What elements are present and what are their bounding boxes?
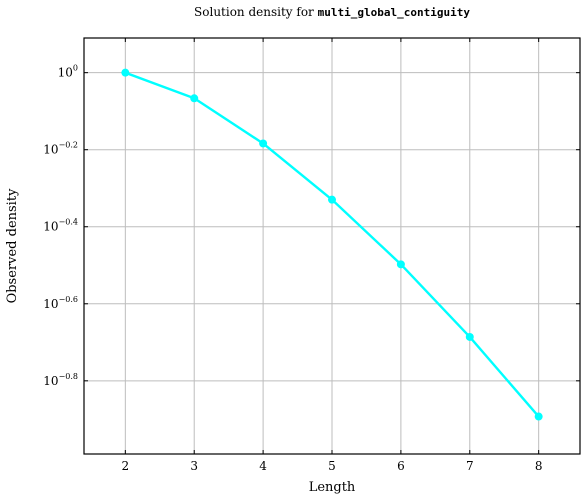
y-tick-exponent: −0.2: [59, 141, 78, 150]
y-tick-base: 10: [43, 374, 58, 388]
y-tick-exponent: 0: [73, 64, 78, 73]
y-tick-label: 10−0.8: [43, 372, 78, 388]
chart-title: Solution density for multi_global_contig…: [194, 5, 470, 19]
y-tick-label: 10−0.2: [43, 141, 78, 157]
x-tick-label: 2: [122, 459, 130, 473]
y-tick-base: 10: [58, 66, 73, 80]
y-tick-base: 10: [43, 143, 58, 157]
x-axis-label: Length: [309, 480, 356, 495]
data-point: [534, 412, 543, 421]
data-point: [190, 94, 199, 103]
x-tick-label: 3: [190, 459, 198, 473]
y-tick-exponent: −0.6: [59, 295, 78, 304]
x-tick-label: 4: [259, 459, 267, 473]
data-point: [396, 260, 405, 269]
chart-title-prefix: Solution density for: [194, 5, 318, 19]
x-tick-label: 7: [466, 459, 474, 473]
y-tick-exponent: −0.4: [59, 218, 78, 227]
y-tick-label: 100: [58, 64, 78, 80]
data-point: [259, 139, 268, 148]
data-point: [121, 68, 130, 77]
x-tick-label: 5: [328, 459, 336, 473]
chart-title-code: multi_global_contiguity: [318, 6, 471, 19]
data-point: [465, 332, 474, 341]
y-tick-base: 10: [43, 220, 58, 234]
x-tick-label: 8: [535, 459, 543, 473]
grid-lines: [84, 38, 580, 454]
series-group: [121, 68, 543, 421]
y-tick-base: 10: [43, 297, 58, 311]
x-tick-label: 6: [397, 459, 405, 473]
data-point: [328, 195, 336, 204]
y-tick-label: 10−0.4: [43, 218, 78, 234]
y-axis-label: Observed density: [5, 188, 20, 303]
y-tick-label: 10−0.6: [43, 295, 78, 311]
y-tick-exponent: −0.8: [59, 372, 78, 381]
